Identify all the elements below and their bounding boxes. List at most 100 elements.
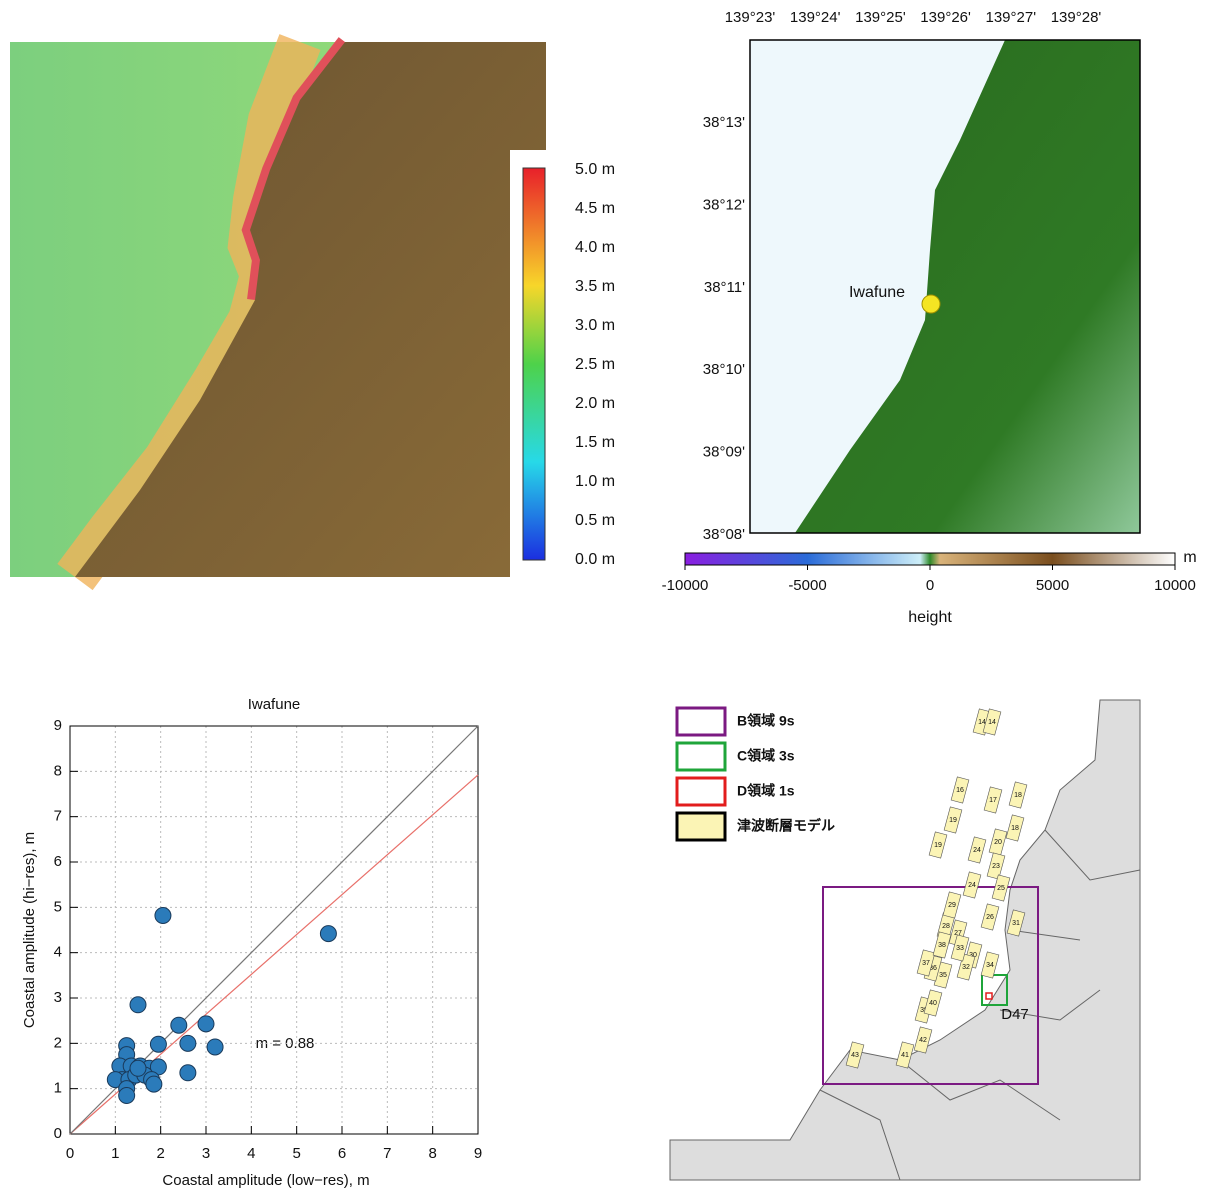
x-tick-label: 4: [247, 1145, 255, 1162]
point: [155, 907, 171, 923]
fault-label: 17: [989, 797, 997, 804]
topo-map: Iwafune m height: [685, 40, 1197, 626]
fault-label: 25: [997, 885, 1005, 892]
colorbar-label: 4.0 m: [575, 239, 615, 256]
point: [130, 997, 146, 1013]
fault-label: 24: [968, 882, 976, 889]
point: [130, 1060, 146, 1076]
fault-label: 28: [942, 923, 950, 930]
point: [119, 1087, 135, 1103]
x-tick-label: 6: [338, 1145, 346, 1162]
y-tick-label: 6: [54, 853, 62, 870]
x-axis-label: Coastal amplitude (low−res), m: [162, 1172, 369, 1189]
fault-label: 40: [929, 1000, 937, 1007]
x-tick-label: 8: [428, 1145, 436, 1162]
lon-tick-label: 139°26': [920, 9, 971, 26]
colorbar-tick-label: 10000: [1154, 577, 1196, 594]
fault-label: 37: [922, 960, 930, 967]
fault-label: 31: [1012, 920, 1020, 927]
fault-label: 38: [938, 942, 946, 949]
point: [198, 1016, 214, 1032]
fault-label: 29: [948, 902, 956, 909]
fault-label: 32: [962, 964, 970, 971]
point: [171, 1017, 187, 1033]
y-tick-label: 0: [54, 1125, 62, 1142]
colorbar-label: 1.0 m: [575, 473, 615, 490]
chart-title: Iwafune: [248, 696, 301, 713]
y-tick-label: 9: [54, 717, 62, 734]
lat-tick-label: 38°11': [704, 279, 745, 296]
fault-label: 35: [939, 972, 947, 979]
y-tick-label: 8: [54, 762, 62, 779]
point: [207, 1039, 223, 1055]
fault-label: 19: [949, 817, 957, 824]
legend-label: C領域 3s: [737, 748, 795, 764]
point: [180, 1065, 196, 1081]
x-tick-label: 9: [474, 1145, 482, 1162]
y-tick-label: 1: [54, 1080, 62, 1097]
lat-tick-label: 38°08': [703, 526, 745, 543]
fault-label: 18: [1014, 792, 1022, 799]
point: [320, 926, 336, 942]
domain-map: D47: [670, 700, 1140, 1180]
x-tick-label: 2: [156, 1145, 164, 1162]
x-tick-label: 3: [202, 1145, 210, 1162]
fault-label: 14: [988, 719, 996, 726]
site-label: D47: [1001, 1006, 1029, 1023]
y-axis-label: Coastal amplitude (hi−res), m: [21, 832, 38, 1028]
colorbar-label: 0.0 m: [575, 551, 615, 568]
colorbar-label: 4.5 m: [575, 200, 615, 217]
fault-label: 33: [956, 945, 964, 952]
colorbar-tick-label: 5000: [1036, 577, 1069, 594]
scatter-chart: Iwafune Coastal amplitude (low−res), m C…: [21, 696, 370, 1189]
fault-label: 43: [851, 1052, 859, 1059]
amplitude-map: [10, 42, 546, 577]
lon-tick-label: 139°23': [725, 9, 776, 26]
colorbar-unit: m: [1183, 549, 1196, 566]
fault-label: 23: [992, 863, 1000, 870]
colorbar-label: 0.5 m: [575, 512, 615, 529]
colorbar-label: 1.5 m: [575, 434, 615, 451]
colorbar-tick-label: 0: [926, 577, 934, 594]
x-tick-label: 7: [383, 1145, 391, 1162]
y-tick-label: 5: [54, 898, 62, 915]
colorbar-label: height: [908, 609, 952, 626]
x-tick-label: 1: [111, 1145, 119, 1162]
fault-label: 20: [994, 839, 1002, 846]
y-tick-label: 7: [54, 808, 62, 825]
fault-label: 16: [956, 787, 964, 794]
lon-tick-label: 139°25': [855, 9, 906, 26]
fault-label: 42: [919, 1037, 927, 1044]
y-tick-label: 2: [54, 1034, 62, 1051]
lat-tick-label: 38°09': [703, 444, 745, 461]
place-label: Iwafune: [849, 284, 905, 301]
colorbar-tick-label: -5000: [788, 577, 826, 594]
x-tick-label: 0: [66, 1145, 74, 1162]
legend-label: 津波断層モデル: [737, 818, 835, 834]
fault-label: 18: [1011, 825, 1019, 832]
point: [146, 1076, 162, 1092]
point: [180, 1035, 196, 1051]
y-tick-label: 4: [54, 944, 62, 961]
colorbar-label: 2.0 m: [575, 395, 615, 412]
lat-tick-label: 38°10': [703, 361, 745, 378]
colorbar-label: 5.0 m: [575, 161, 615, 178]
lon-tick-label: 139°27': [986, 9, 1037, 26]
fault-label: 19: [934, 842, 942, 849]
lon-tick-label: 139°24': [790, 9, 841, 26]
lon-tick-label: 139°28': [1051, 9, 1102, 26]
point: [150, 1036, 166, 1052]
fault-label: 24: [973, 847, 981, 854]
figure: Iwafune m height Iwafune Coastal amplitu…: [0, 0, 1207, 1189]
colorbar-label: 3.0 m: [575, 317, 615, 334]
colorbar-label: 3.5 m: [575, 278, 615, 295]
legend-label: D領域 1s: [737, 783, 795, 799]
fault-label: 34: [986, 962, 994, 969]
x-tick-label: 5: [292, 1145, 300, 1162]
fault-label: 41: [901, 1052, 909, 1059]
y-tick-label: 3: [54, 989, 62, 1006]
colorbar-label: 2.5 m: [575, 356, 615, 373]
lat-tick-label: 38°12': [703, 196, 745, 213]
lat-tick-label: 38°13': [703, 114, 745, 131]
colorbar-tick-label: -10000: [662, 577, 709, 594]
